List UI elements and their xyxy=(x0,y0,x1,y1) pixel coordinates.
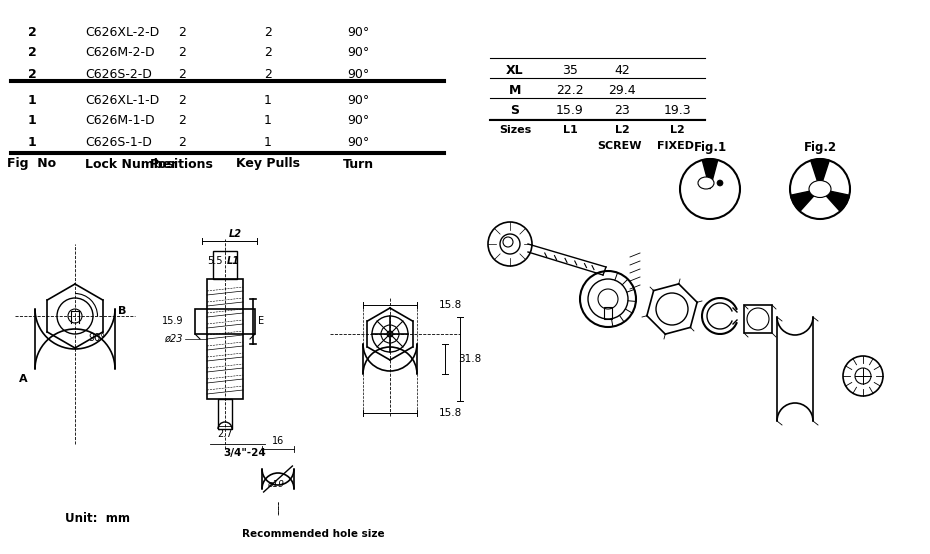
Text: 90°: 90° xyxy=(347,47,369,59)
Text: 90°: 90° xyxy=(88,333,105,343)
Text: L1: L1 xyxy=(563,125,578,135)
Text: Fig.2: Fig.2 xyxy=(804,141,837,153)
Text: 31.8: 31.8 xyxy=(458,354,482,364)
Text: 90°: 90° xyxy=(347,136,369,148)
Text: 35: 35 xyxy=(562,64,578,76)
Text: 19.3: 19.3 xyxy=(663,104,691,116)
Text: E: E xyxy=(258,316,264,326)
Text: 2: 2 xyxy=(28,47,36,59)
Ellipse shape xyxy=(698,177,714,189)
Text: Recommended hole size: Recommended hole size xyxy=(242,529,384,539)
Text: 2: 2 xyxy=(178,68,186,80)
Text: 2: 2 xyxy=(264,47,272,59)
Bar xyxy=(207,279,243,399)
Text: 15.8: 15.8 xyxy=(438,300,461,310)
Text: 15.9: 15.9 xyxy=(162,316,183,326)
Text: 2: 2 xyxy=(178,115,186,127)
Text: 2: 2 xyxy=(178,47,186,59)
Text: 2: 2 xyxy=(264,68,272,80)
Text: 2.7: 2.7 xyxy=(218,429,232,439)
Text: 2: 2 xyxy=(28,25,36,38)
Text: 2: 2 xyxy=(178,94,186,106)
Text: Fig.1: Fig.1 xyxy=(694,141,726,153)
Text: 1: 1 xyxy=(264,115,272,127)
Text: Positions: Positions xyxy=(150,157,214,171)
Text: C626XL-1-D: C626XL-1-D xyxy=(85,94,159,106)
Text: 1: 1 xyxy=(28,136,36,148)
Text: C626XL-2-D: C626XL-2-D xyxy=(85,25,159,38)
Wedge shape xyxy=(811,159,830,189)
Text: 2: 2 xyxy=(264,25,272,38)
Text: C626S-1-D: C626S-1-D xyxy=(85,136,152,148)
Text: L1: L1 xyxy=(227,256,240,266)
Text: 23: 23 xyxy=(614,104,630,116)
Wedge shape xyxy=(702,159,718,189)
Text: C626M-2-D: C626M-2-D xyxy=(85,47,154,59)
Text: 1: 1 xyxy=(28,115,36,127)
Text: 29.4: 29.4 xyxy=(608,84,636,96)
Text: XL: XL xyxy=(506,64,524,76)
Text: 15.9: 15.9 xyxy=(556,104,584,116)
Text: Sizes: Sizes xyxy=(498,125,531,135)
Bar xyxy=(213,251,237,279)
Bar xyxy=(604,307,612,319)
Text: 2: 2 xyxy=(178,136,186,148)
Text: 42: 42 xyxy=(614,64,630,76)
Bar xyxy=(218,399,232,429)
Text: 22.2: 22.2 xyxy=(556,84,584,96)
Text: SCREW: SCREW xyxy=(598,141,643,151)
Text: 2: 2 xyxy=(28,68,36,80)
Text: 2: 2 xyxy=(178,25,186,38)
Text: A: A xyxy=(19,374,27,384)
Text: 90°: 90° xyxy=(347,25,369,38)
Bar xyxy=(744,305,772,333)
Wedge shape xyxy=(820,189,849,211)
Text: Unit:  mm: Unit: mm xyxy=(65,512,130,526)
Circle shape xyxy=(717,180,723,186)
Text: ø23: ø23 xyxy=(165,334,183,344)
Text: 90°: 90° xyxy=(347,115,369,127)
Text: L2: L2 xyxy=(670,125,684,135)
Text: ø19: ø19 xyxy=(268,480,285,489)
Text: C626S-2-D: C626S-2-D xyxy=(85,68,152,80)
Text: 15.8: 15.8 xyxy=(438,408,461,418)
Text: 90°: 90° xyxy=(347,94,369,106)
Text: 1: 1 xyxy=(28,94,36,106)
Text: Lock Number: Lock Number xyxy=(85,157,178,171)
Text: 16: 16 xyxy=(272,436,285,446)
Text: 1: 1 xyxy=(264,136,272,148)
Text: Fig  No: Fig No xyxy=(7,157,57,171)
Text: C626M-1-D: C626M-1-D xyxy=(85,115,154,127)
Text: S: S xyxy=(511,104,520,116)
Ellipse shape xyxy=(809,181,831,197)
Text: 90°: 90° xyxy=(347,68,369,80)
Bar xyxy=(195,309,255,334)
Text: 5.5: 5.5 xyxy=(207,256,223,266)
Text: Key Pulls: Key Pulls xyxy=(236,157,300,171)
Text: 1: 1 xyxy=(264,94,272,106)
Text: M: M xyxy=(509,84,521,96)
Text: Turn: Turn xyxy=(342,157,374,171)
Text: B: B xyxy=(118,306,126,316)
Text: L2: L2 xyxy=(615,125,630,135)
Text: FIXED: FIXED xyxy=(657,141,694,151)
Text: 3/4"-24: 3/4"-24 xyxy=(223,448,266,458)
Wedge shape xyxy=(790,189,820,211)
Text: L2: L2 xyxy=(229,229,242,239)
